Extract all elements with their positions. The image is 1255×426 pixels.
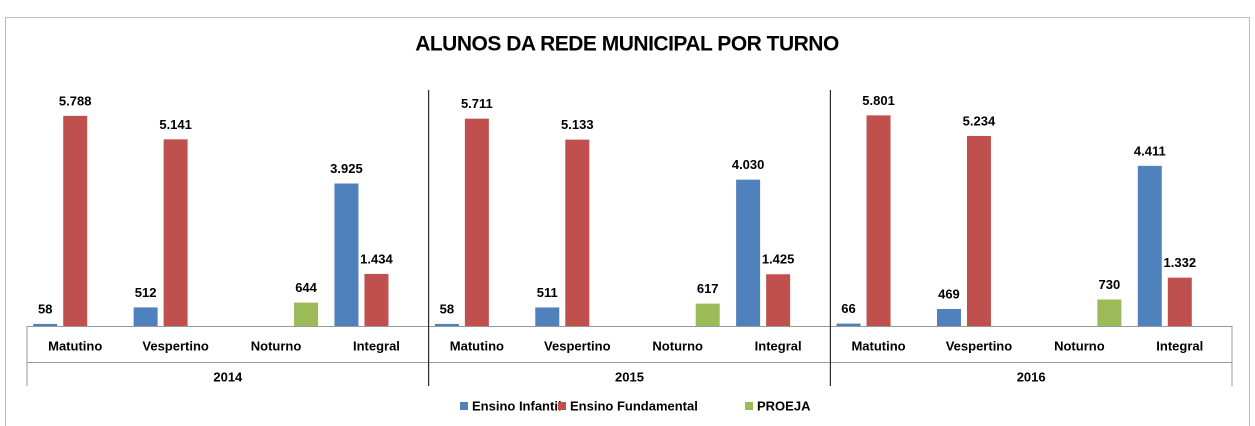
data-label: 4.411 — [1134, 143, 1166, 158]
bar — [936, 308, 961, 326]
data-label: 511 — [537, 285, 558, 300]
x-tick-label: Vespertino — [544, 338, 611, 353]
data-label: 66 — [841, 301, 855, 316]
data-label: 3.925 — [330, 161, 363, 176]
bar — [334, 183, 359, 326]
bar — [736, 179, 761, 326]
x-tick-label: Matutino — [851, 338, 905, 353]
bar — [464, 118, 489, 327]
data-label: 5.133 — [561, 117, 594, 132]
data-label: 5.801 — [862, 93, 895, 108]
data-label: 730 — [1099, 277, 1121, 292]
bar — [1167, 277, 1192, 326]
data-label: 58 — [440, 301, 454, 316]
bar — [63, 115, 88, 326]
x-tick-label: Integral — [755, 338, 802, 353]
bar — [163, 139, 188, 326]
data-label: 4.030 — [732, 157, 765, 172]
bar — [133, 307, 158, 326]
bar — [866, 115, 891, 326]
data-label: 644 — [295, 280, 317, 295]
group-label: 2015 — [615, 369, 644, 384]
data-label: 5.234 — [963, 113, 996, 128]
bar — [966, 135, 991, 326]
x-tick-label: Matutino — [450, 338, 504, 353]
x-tick-label: Matutino — [48, 338, 102, 353]
chart-frame — [5, 17, 1250, 426]
group-label: 2014 — [213, 369, 243, 384]
x-tick-label: Vespertino — [142, 338, 209, 353]
data-label: 5.141 — [159, 117, 192, 132]
data-label: 1.434 — [360, 251, 393, 266]
bar — [33, 323, 58, 326]
bar — [1097, 299, 1122, 326]
x-tick-label: Integral — [1156, 338, 1203, 353]
bar — [535, 307, 560, 326]
x-tick-label: Noturno — [251, 338, 302, 353]
bar — [294, 302, 319, 326]
x-tick-label: Noturno — [652, 338, 703, 353]
bar — [836, 323, 861, 326]
data-label: 5.711 — [461, 96, 493, 111]
data-label: 512 — [135, 285, 157, 300]
bar — [695, 303, 720, 326]
legend-label: Ensino Fundamental — [570, 398, 698, 413]
bar — [1137, 165, 1162, 326]
legend-swatch — [558, 402, 566, 410]
legend-label: PROEJA — [757, 398, 811, 413]
data-label: 58 — [38, 301, 52, 316]
chart-title: ALUNOS DA REDE MUNICIPAL POR TURNO — [415, 33, 839, 56]
bar — [364, 273, 389, 326]
legend-swatch — [745, 402, 753, 410]
data-label: 469 — [938, 286, 960, 301]
data-label: 5.788 — [59, 93, 92, 108]
bar — [766, 274, 791, 326]
bar — [434, 323, 459, 326]
legend-label: Ensino Infantil — [472, 398, 562, 413]
data-label: 1.332 — [1164, 255, 1197, 270]
legend-swatch — [460, 402, 468, 410]
x-tick-label: Vespertino — [946, 338, 1013, 353]
data-label: 1.425 — [762, 252, 795, 267]
data-label: 617 — [697, 281, 719, 296]
x-tick-label: Integral — [353, 338, 400, 353]
bar — [565, 139, 590, 326]
group-label: 2016 — [1017, 369, 1046, 384]
x-tick-label: Noturno — [1054, 338, 1105, 353]
